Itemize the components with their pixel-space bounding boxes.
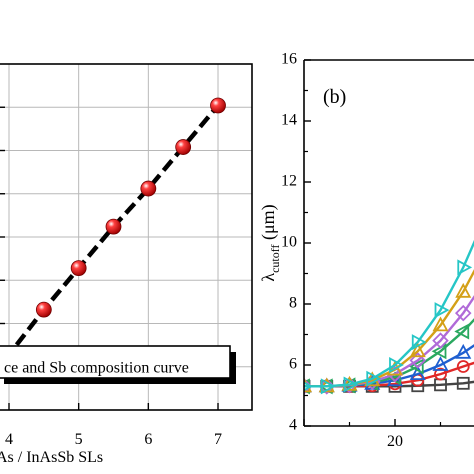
marker-triangle-right xyxy=(389,356,404,374)
marker-circle xyxy=(456,360,470,373)
y-label-subscript: cutoff xyxy=(268,244,282,272)
marker-diamond xyxy=(454,304,472,322)
y-tick-label: 6 xyxy=(289,356,297,373)
data-point-red-sphere xyxy=(35,301,52,318)
panel-a-x-label: As / InAsSb SLs xyxy=(0,449,103,466)
panel-b-series xyxy=(304,239,474,395)
marker-diamond xyxy=(304,378,313,395)
marker-triangle-right xyxy=(320,378,336,395)
series-line xyxy=(304,239,474,388)
y-tick-label: 12 xyxy=(281,173,297,190)
panel-b: 46810121416204 (b) λcutoff (μm) xyxy=(258,51,474,450)
marker-triangle-up xyxy=(432,356,449,371)
y-tick-label: 10 xyxy=(281,234,297,251)
series-line-dashed xyxy=(0,104,220,365)
panel-a: 4 5 6 7 ce and Sb composition curve As / In… xyxy=(0,63,253,466)
marker-triangle-left xyxy=(454,323,470,340)
series-triangle-right-26c6c6 xyxy=(304,239,474,395)
marker-triangle-up xyxy=(455,343,472,359)
marker-triangle-right xyxy=(343,376,359,393)
y-tick-label: 14 xyxy=(281,112,297,129)
y-tick-label: 16 xyxy=(281,51,297,68)
legend-text: ce and Sb composition curve xyxy=(4,360,189,377)
marker-triangle-right xyxy=(366,370,382,387)
legend-box xyxy=(0,345,231,379)
panel-a-legend: ce and Sb composition curve xyxy=(0,345,236,384)
panel-b-label: (b) xyxy=(323,86,346,108)
marker-triangle-right xyxy=(434,302,450,319)
marker-triangle-left xyxy=(431,343,447,360)
marker-triangle-right xyxy=(304,381,313,392)
x-tick-label: 20 xyxy=(387,433,403,450)
marker-triangle-up xyxy=(432,316,449,332)
x-tick-label: 5 xyxy=(75,431,83,448)
marker-triangle-left xyxy=(408,358,424,375)
y-tick-label: 4 xyxy=(289,417,297,434)
x-tick-label: 4 xyxy=(5,431,13,448)
y-label-lambda: λ xyxy=(258,273,278,282)
marker-diamond xyxy=(409,352,427,369)
marker-triangle-up xyxy=(455,282,472,298)
marker-triangle-up xyxy=(386,360,404,376)
marker-circle xyxy=(434,367,447,381)
data-point-red-sphere xyxy=(210,97,226,114)
marker-square xyxy=(456,376,470,390)
marker-diamond xyxy=(432,332,449,349)
panel-b-ticks: 46810121416204 xyxy=(281,51,442,450)
x-tick-label: 6 xyxy=(144,431,152,448)
marker-triangle-up xyxy=(409,342,426,358)
data-point-red-sphere xyxy=(175,139,192,155)
data-point-red-sphere xyxy=(105,218,122,235)
marker-triangle-right xyxy=(457,259,473,276)
panel-a-x-ticks: 4 5 6 7 xyxy=(0,106,222,448)
data-point-red-sphere xyxy=(140,180,157,197)
y-tick-label: 8 xyxy=(289,295,297,312)
data-point-red-sphere xyxy=(70,260,87,277)
y-label-unit: (μm) xyxy=(258,204,279,244)
x-tick-label: 7 xyxy=(214,431,222,448)
marker-triangle-right xyxy=(411,334,427,351)
marker-triangle-up xyxy=(409,365,426,381)
panel-a-plot-frame xyxy=(0,63,253,411)
panel-b-y-label: λcutoff (μm) xyxy=(258,204,282,281)
